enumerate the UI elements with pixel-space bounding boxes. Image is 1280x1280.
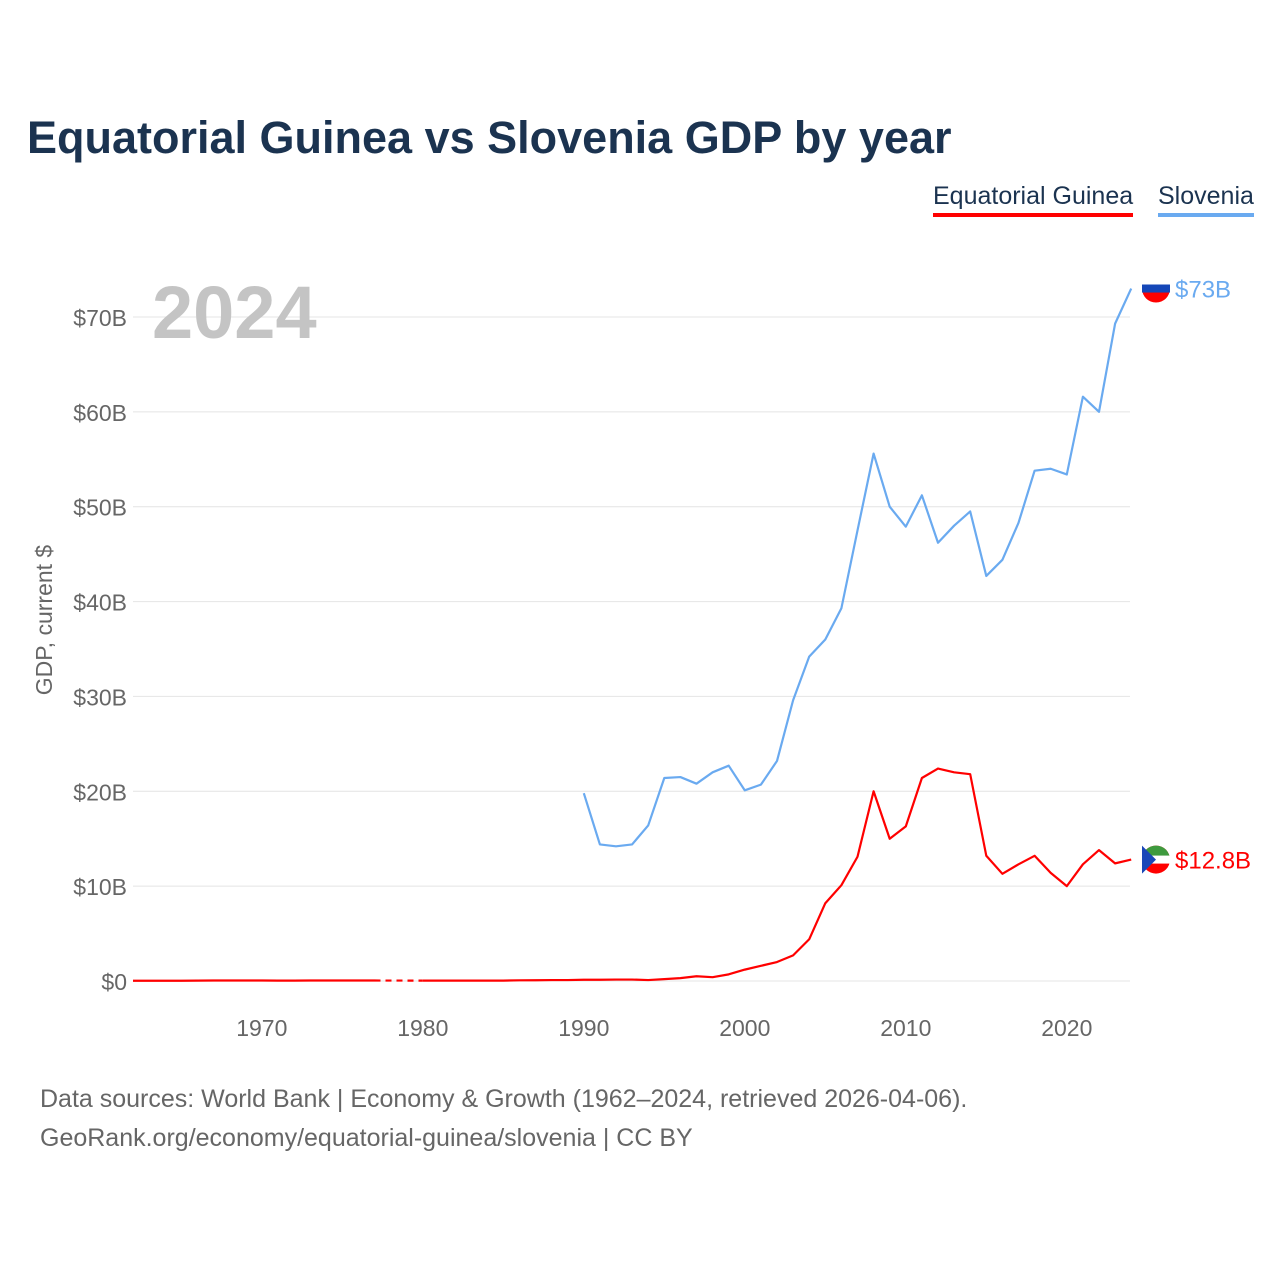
flag-icon-triangle [1142,845,1156,874]
year-label: 2024 [152,271,317,354]
y-tick-label: $10B [73,874,127,900]
end-value-label: $12.8B [1175,848,1251,875]
y-tick-label: $0 [101,969,127,995]
y-tick-label: $40B [73,590,127,616]
legend-slovenia[interactable]: Slovenia [1158,182,1254,217]
x-tick-label: 1990 [558,1015,609,1041]
x-tick-label: 2000 [719,1015,770,1041]
series-line-0 [422,767,1132,982]
y-tick-label: $30B [73,684,127,710]
y-tick-label: $20B [73,779,127,805]
legend-equatorial-guinea[interactable]: Equatorial Guinea [933,182,1134,217]
flag-icon-band [1142,270,1170,285]
y-tick-label: $70B [73,305,127,331]
x-tick-label: 1980 [397,1015,448,1041]
x-tick-label: 2010 [880,1015,931,1041]
page-title: Equatorial Guinea vs Slovenia GDP by yea… [27,112,952,163]
source-text: Data sources: World Bank | Economy & Gro… [40,1085,968,1113]
y-tick-label: $60B [73,400,127,426]
y-axis-label: GDP, current $ [31,545,57,696]
flag-icon-band [1142,284,1170,293]
series-line-1 [582,288,1133,848]
end-value-label: $73B [1175,277,1231,304]
x-tick-label: 2020 [1041,1015,1092,1041]
source-url[interactable]: GeoRank.org/economy/equatorial-guinea/sl… [40,1124,693,1152]
x-tick-label: 1970 [236,1015,287,1041]
y-tick-label: $50B [73,495,127,521]
